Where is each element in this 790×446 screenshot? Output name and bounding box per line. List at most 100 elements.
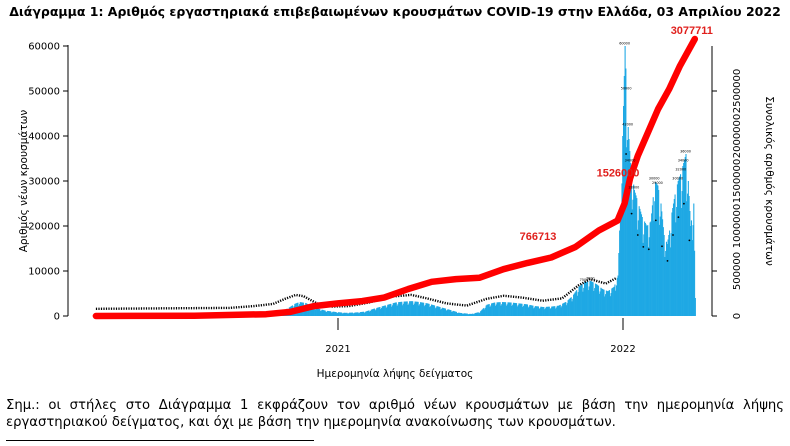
bar [686,201,688,316]
bar [518,303,520,316]
bar [652,197,654,316]
y-left-tick-label: 30000 [28,177,60,188]
bar-value-label: 60000 [619,42,630,46]
bar [345,312,347,316]
bar [608,290,610,316]
moving-average-point [672,234,674,236]
bar [341,312,343,316]
bar [519,303,521,316]
bar [367,310,369,316]
y-right-tick-label: 0 [732,313,743,319]
bar [479,312,481,316]
bar [605,294,607,316]
bar [487,304,489,316]
bar [448,309,450,316]
bar [466,313,468,316]
bar [425,303,427,316]
bar [439,307,441,316]
bar [517,305,519,316]
bar [383,305,385,317]
bar [505,302,507,316]
bar [482,308,484,316]
bar [683,160,685,316]
bar [545,306,547,316]
bar [602,289,604,316]
bar [362,311,364,316]
bar [630,163,632,316]
y-axis-left-title: Αριθμός νέων κρουσμάτων [18,110,30,253]
bar [669,247,671,317]
moving-average-point [683,202,685,205]
bar [334,311,336,316]
bar [544,308,546,316]
bar [453,311,455,316]
bar [435,307,437,316]
bar [418,305,420,316]
bar [604,296,606,316]
bar [320,310,322,316]
bar [465,313,467,316]
bar-value-label: 29000 [652,181,663,185]
bar [558,305,561,316]
bar [411,301,413,316]
daily-cases-bars [96,46,696,317]
bar [632,199,634,316]
moving-average-point [688,239,691,242]
bar [323,310,325,316]
bar [395,302,397,316]
bar [472,313,474,316]
bar [471,313,473,316]
bar [352,312,354,316]
bar-value-label: 32000 [675,168,686,172]
bar [372,309,374,316]
bar [514,302,516,316]
bar [473,314,475,316]
bar [573,294,575,317]
bar [594,288,596,316]
bar [659,216,661,316]
bar [516,306,518,316]
bar [577,292,579,316]
bar [424,304,426,316]
bar [459,312,461,316]
bar [446,310,448,316]
bar [693,203,695,316]
bar [640,211,642,316]
bar [379,307,381,316]
bar [530,305,532,316]
covid-cases-chart: 0 10000 20000 30000 40000 50000 60000 0 500000 10… [18,25,775,380]
bar [444,308,446,316]
bar [373,308,375,316]
bar [631,209,633,316]
bar [575,291,577,316]
bar [627,127,629,316]
bar-value-label: 28000 [629,186,640,190]
bar [428,303,430,316]
bar [408,303,410,316]
bar [534,306,536,316]
bar [370,310,372,316]
bar [537,306,539,316]
bar [574,292,576,317]
y-right-tick-label: 1500000 [732,159,743,204]
bar [683,163,685,316]
bar [404,301,406,316]
bar [637,220,639,317]
bar [314,309,316,316]
bar [515,303,517,316]
bar [310,306,312,316]
bar [541,306,543,316]
bar [554,306,556,316]
bar [628,139,630,316]
bar [541,306,543,316]
bar [400,301,402,316]
bar [576,295,579,316]
bar [641,217,643,316]
bar [559,304,561,316]
bar [527,307,529,316]
bar [369,311,371,316]
bar [316,308,318,316]
bar [470,313,472,316]
bar [347,313,349,316]
bar [583,287,585,316]
